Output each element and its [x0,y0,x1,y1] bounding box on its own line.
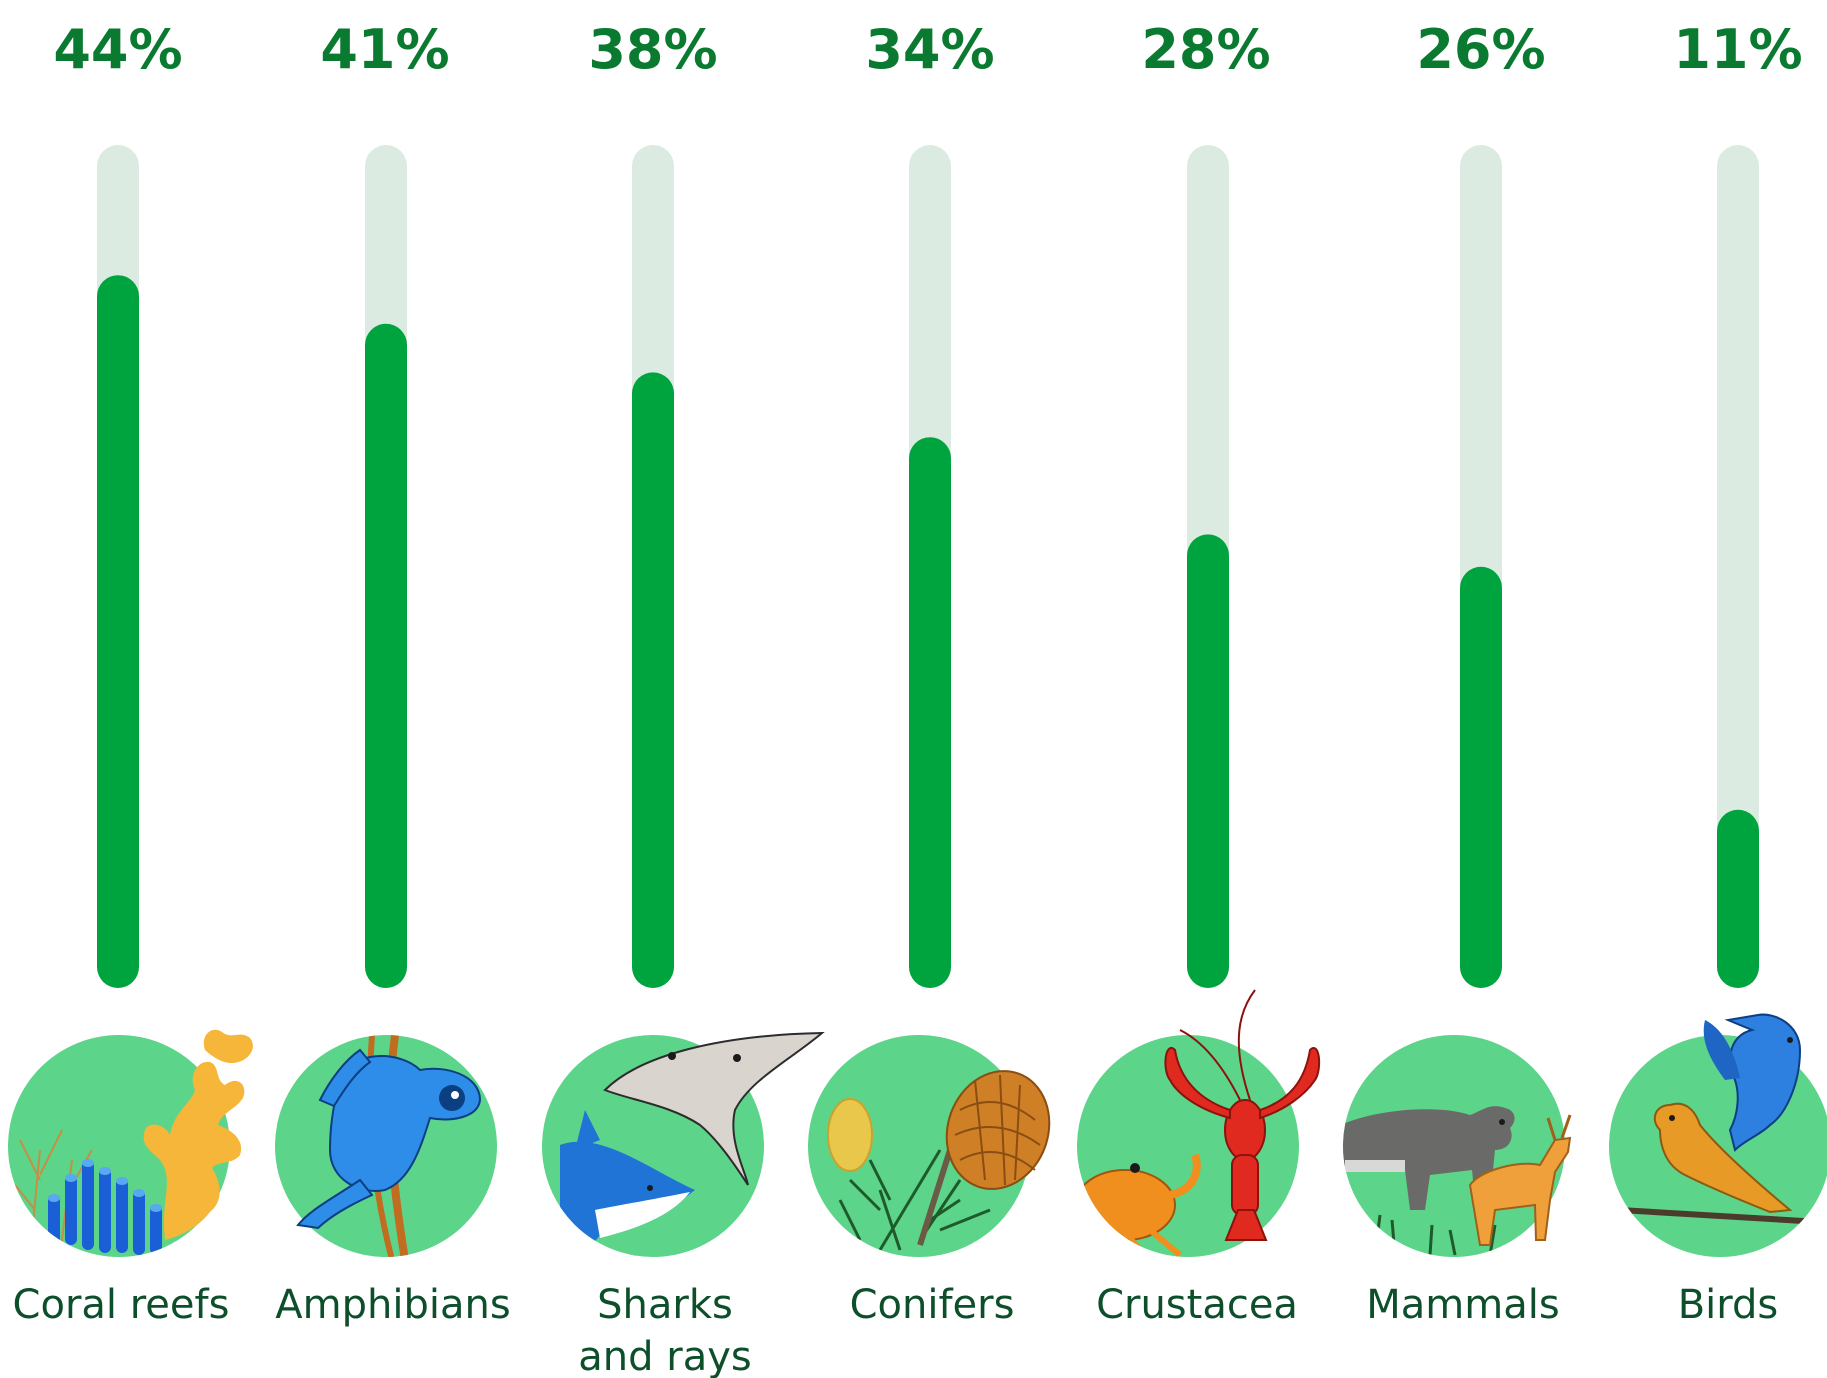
category-label-coral-reefs: Coral reefs [13,1282,230,1328]
value-label-birds: 11% [1673,18,1802,81]
bars [97,145,1759,988]
value-label-conifers: 34% [865,18,994,81]
pine-cone-icon [827,1070,1051,1251]
bar-birds [1717,809,1759,988]
category-label-sharks-and-rays-line2: and rays [578,1334,751,1378]
category-label-amphibians: Amphibians [275,1282,510,1328]
category-labels: Coral reefs Amphibians Sharks and rays C… [13,1282,1779,1378]
category-label-crustacea: Crustacea [1096,1282,1298,1328]
bar-sharks-and-rays [632,372,674,988]
bar-track-birds [1717,145,1759,988]
frog-icon [296,1035,482,1257]
value-label-amphibians: 41% [320,18,449,81]
category-label-conifers: Conifers [850,1282,1015,1328]
value-label-mammals: 26% [1416,18,1545,81]
value-label-coral-reefs: 44% [53,18,182,81]
bar-conifers [909,437,951,988]
bar-mammals [1460,566,1502,988]
shark-and-ray-icon [560,1031,825,1257]
bar-coral-reefs [97,275,139,988]
value-label-crustacea: 28% [1141,18,1270,81]
birds-icon [1619,1013,1821,1225]
category-label-sharks-and-rays-line1: Sharks [597,1282,733,1328]
category-label-mammals: Mammals [1366,1282,1559,1328]
value-label-sharks-and-rays: 38% [588,18,717,81]
bar-amphibians [365,323,407,988]
category-label-birds: Birds [1678,1282,1779,1328]
bar-crustacea [1187,534,1229,988]
value-labels: 44% 41% 38% 34% 28% 26% 11% [53,18,1802,81]
